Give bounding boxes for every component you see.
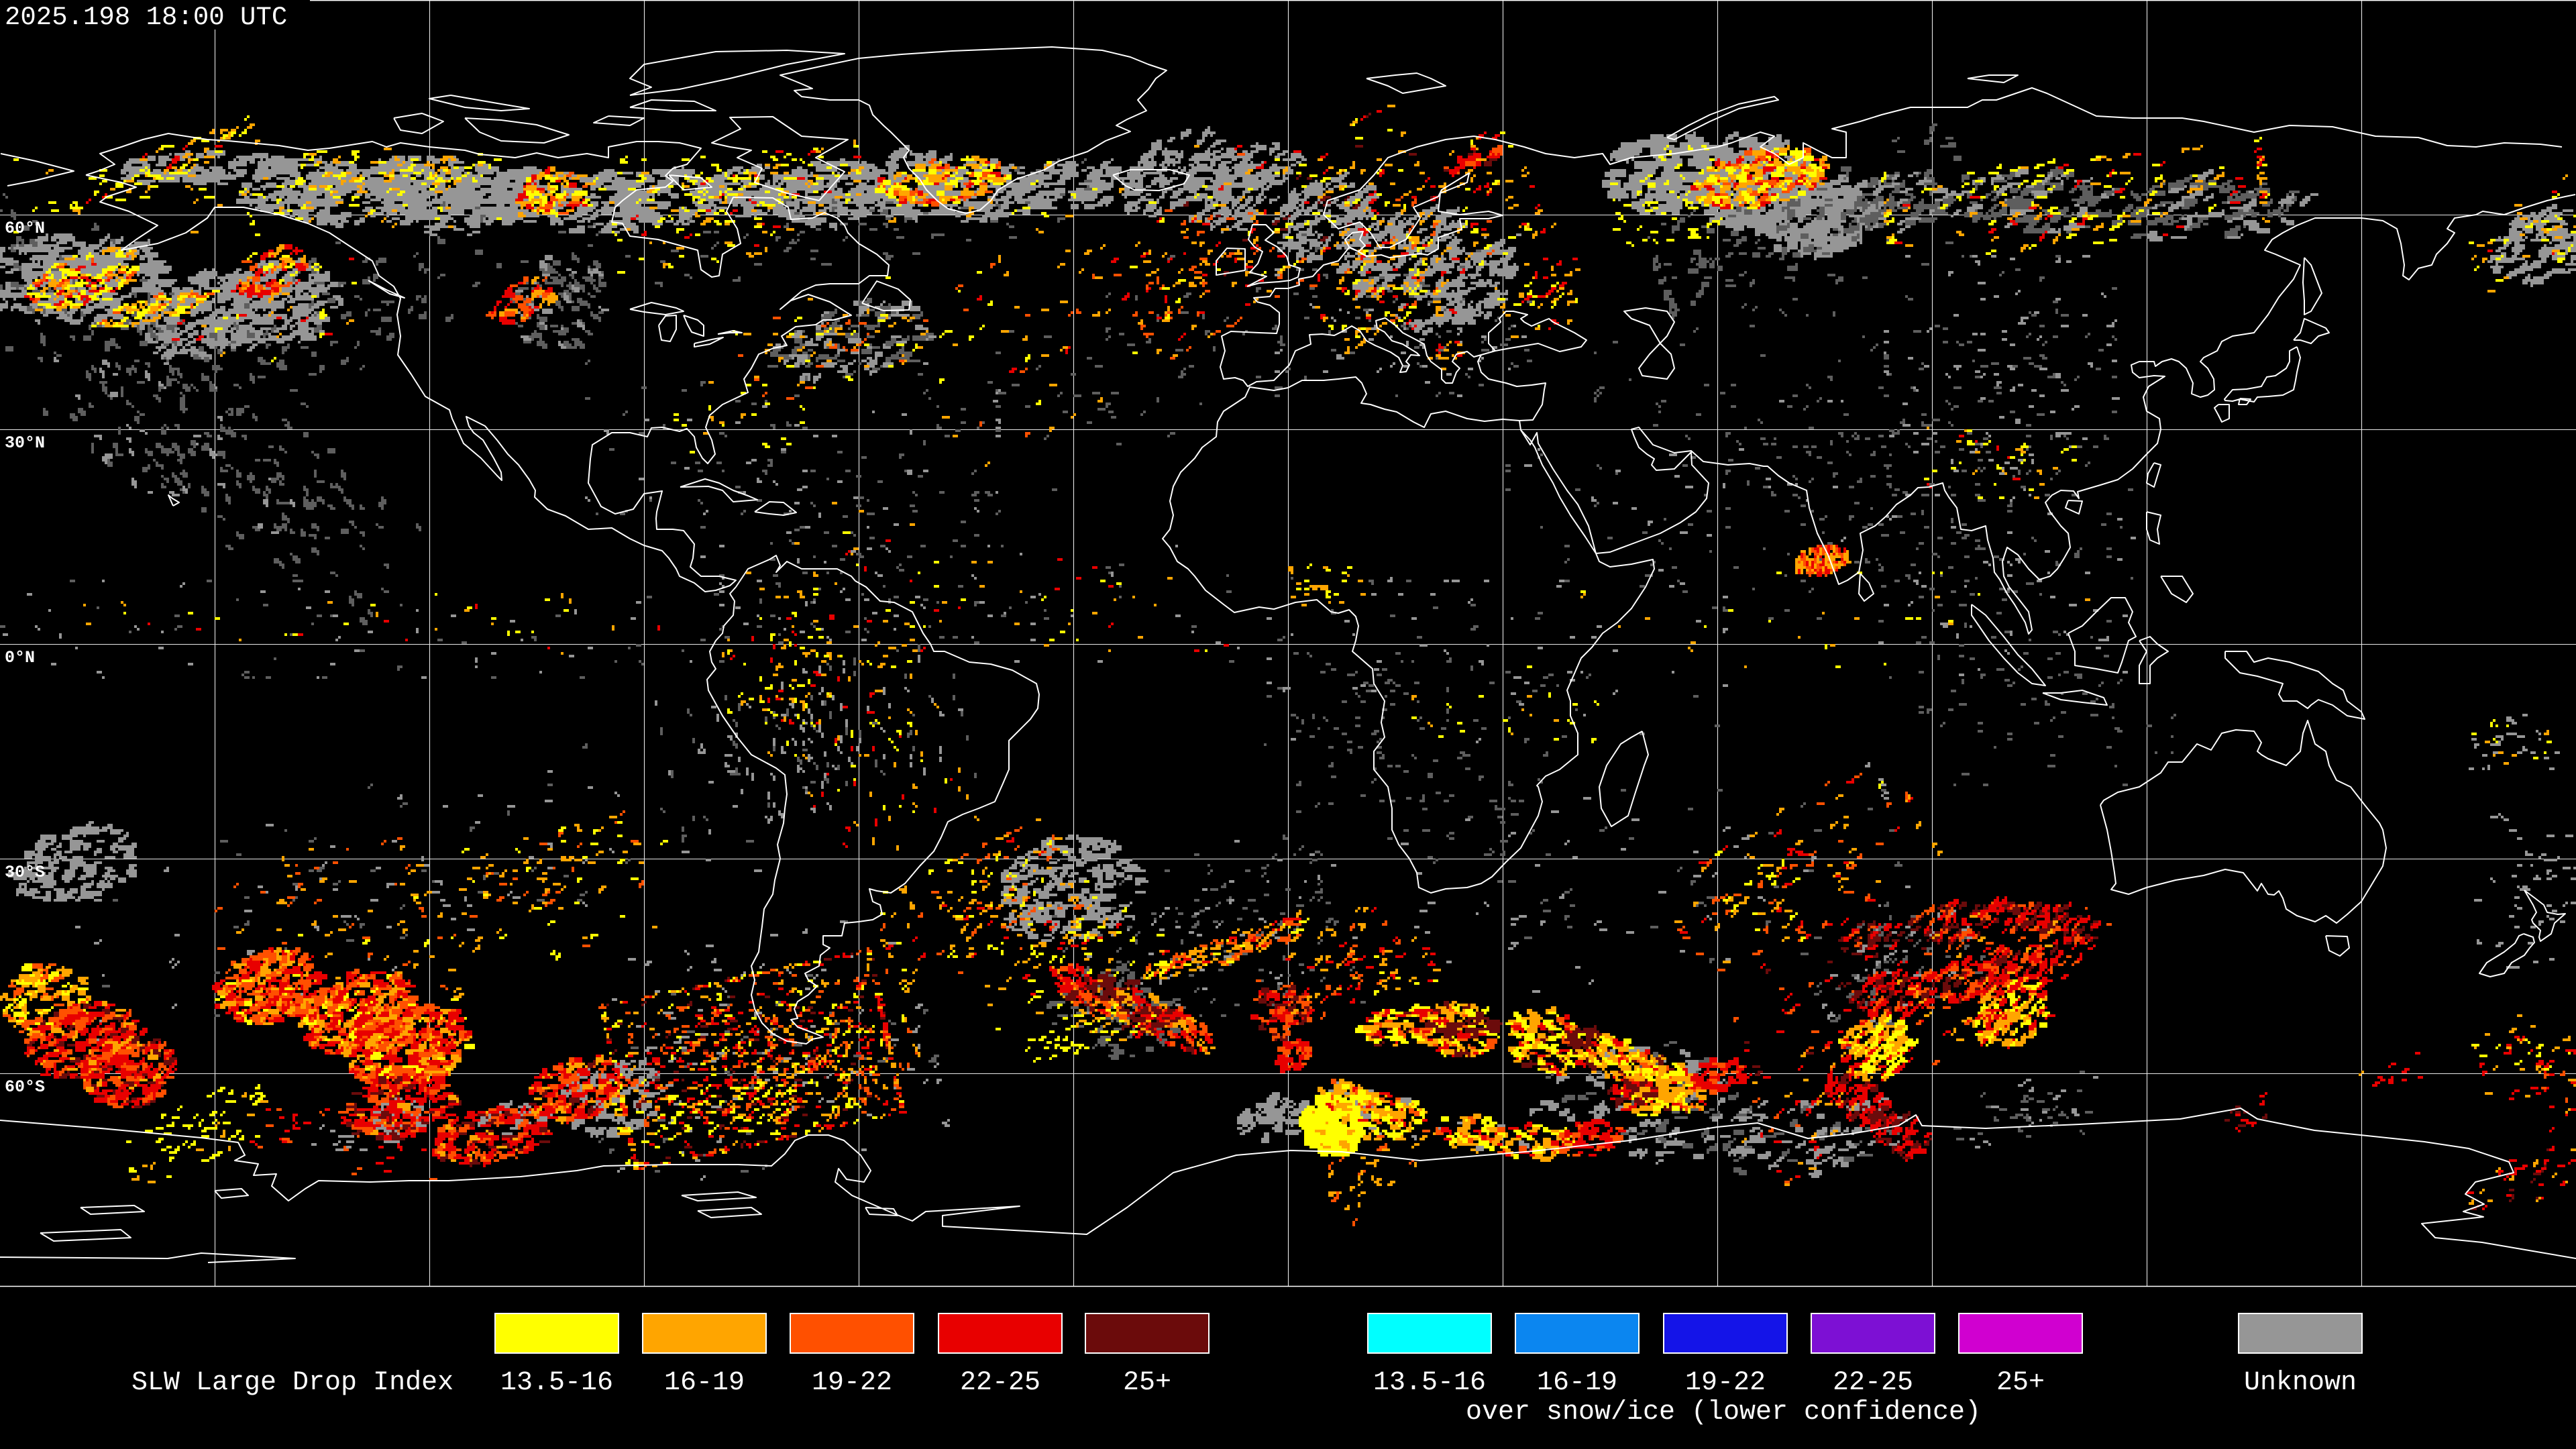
svg-text:over snow/ice (lower confidenc: over snow/ice (lower confidence) [1466,1397,1981,1428]
svg-text:16-19: 16-19 [1537,1368,1617,1398]
svg-text:19-22: 19-22 [1685,1368,1766,1398]
svg-text:60°N: 60°N [5,219,45,238]
svg-text:30°N: 30°N [5,433,45,453]
svg-text:13.5-16: 13.5-16 [1373,1368,1486,1398]
svg-text:25+: 25+ [1996,1368,2045,1398]
svg-text:2025.198 18:00 UTC: 2025.198 18:00 UTC [5,3,287,32]
svg-text:0°N: 0°N [5,648,35,667]
svg-text:22-25: 22-25 [1833,1368,1913,1398]
svg-text:SLW Large Drop Index: SLW Large Drop Index [131,1368,453,1398]
svg-text:60°S: 60°S [5,1077,45,1097]
svg-text:Unknown: Unknown [2244,1368,2357,1398]
svg-text:16-19: 16-19 [664,1368,745,1398]
svg-text:30°S: 30°S [5,863,45,882]
svg-text:19-22: 19-22 [812,1368,892,1398]
svg-text:22-25: 22-25 [960,1368,1040,1398]
svg-text:13.5-16: 13.5-16 [500,1368,613,1398]
svg-text:25+: 25+ [1123,1368,1171,1398]
